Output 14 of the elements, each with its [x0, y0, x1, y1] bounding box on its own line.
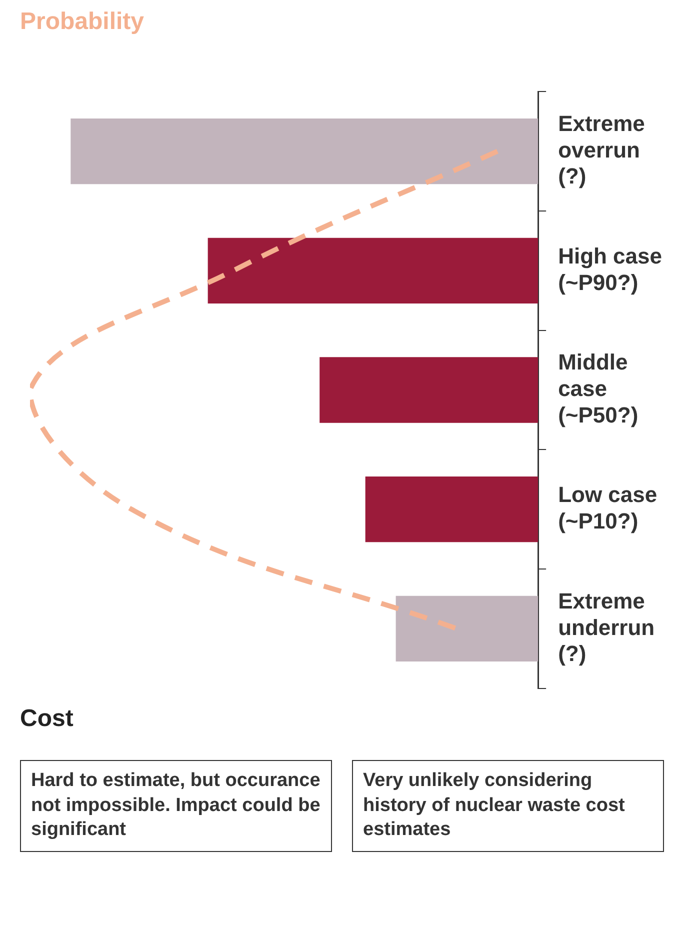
y-tick-label: Low case (~P10?) [558, 482, 658, 534]
x-axis-title: Cost [20, 705, 74, 733]
bar [365, 476, 538, 542]
y-tick-label: Extreme underrun (?) [558, 588, 655, 666]
bar [208, 238, 538, 304]
text: Probability [20, 8, 144, 35]
bar [320, 357, 538, 423]
y-tick-label: Middle case (~P50?) [558, 350, 638, 428]
bar [396, 596, 538, 662]
text: Hard to estimate, but occurance not impossible. Impact could be significant [20, 760, 332, 852]
y-tick-label: Extreme overrun (?) [558, 110, 645, 189]
bar [70, 118, 538, 184]
text: Very unlikely considering history of nuclear waste cost estimates [352, 760, 664, 852]
y-tick-label: High case (~P90?) [558, 244, 662, 295]
